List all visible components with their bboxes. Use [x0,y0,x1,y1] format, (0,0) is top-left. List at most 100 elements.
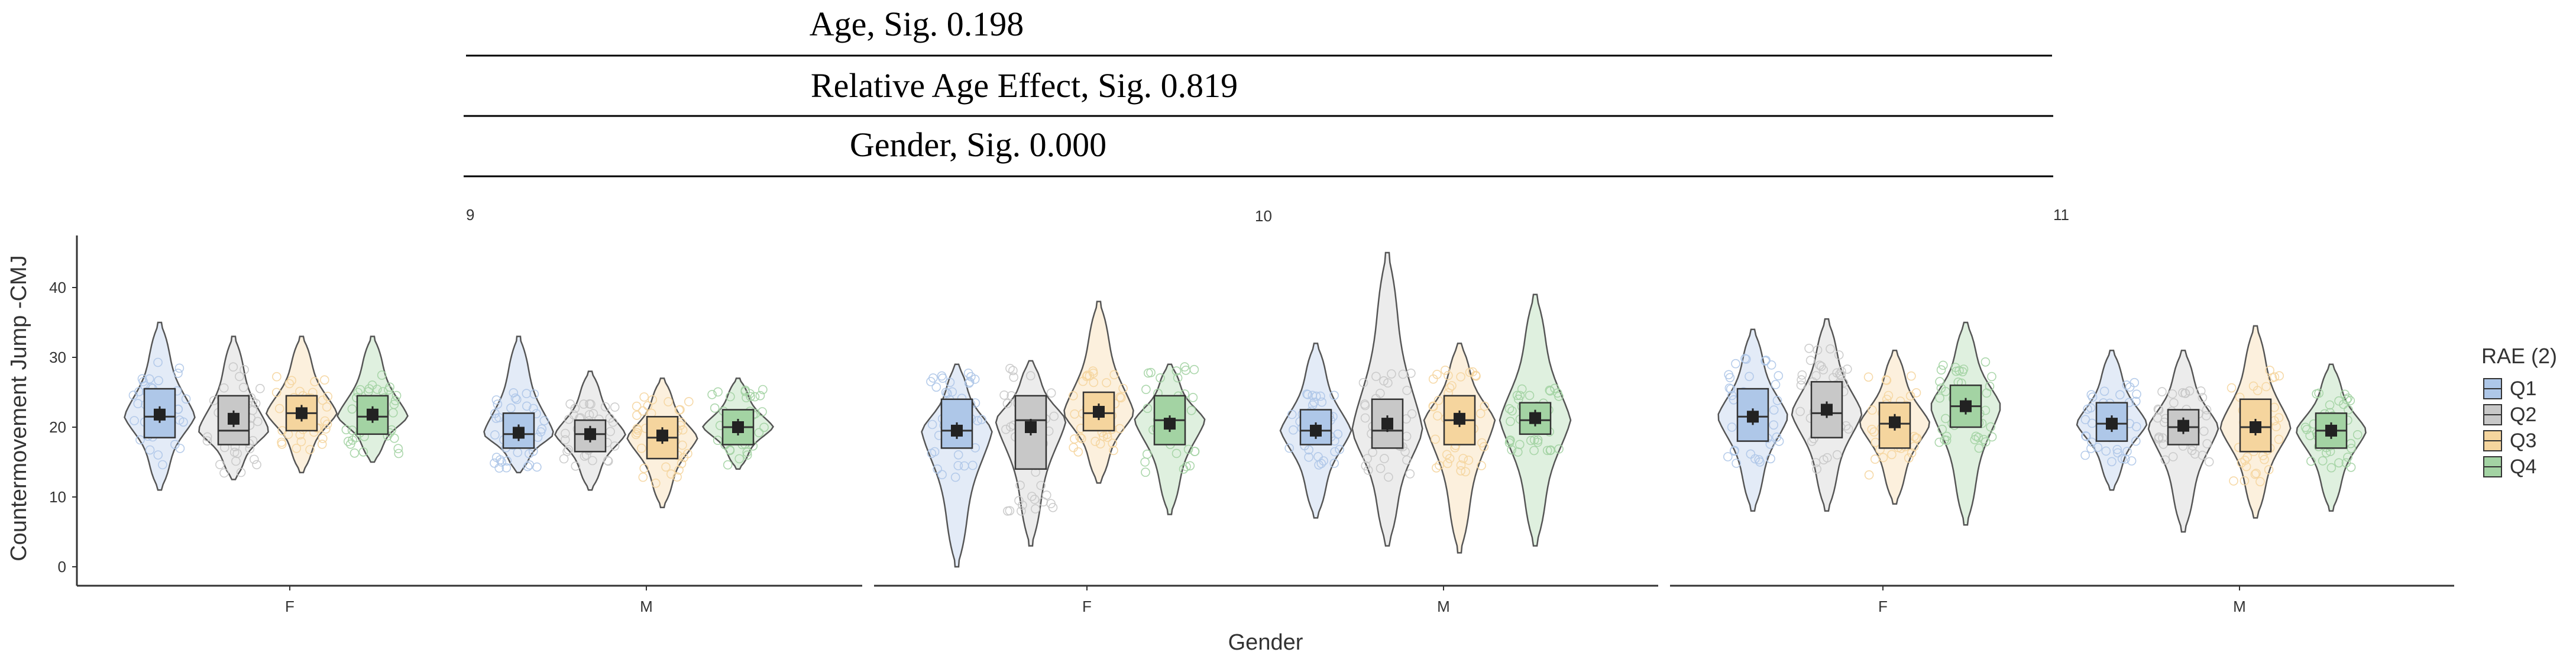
legend-title: RAE (2) [2481,344,2557,368]
data-point [1082,370,1092,380]
data-point [2088,392,2098,402]
data-point [2083,404,2092,414]
violin-10-F-Q4 [1134,362,1206,515]
data-point [2352,430,2363,440]
data-point [2168,452,2178,461]
data-point [318,395,328,405]
data-point [2340,389,2350,399]
data-point [1937,424,1947,434]
data-point [1141,385,1151,395]
data-point [384,385,393,395]
data-point [1036,480,1046,490]
data-point [1772,432,1782,442]
data-point [502,456,512,466]
data-point [588,409,598,419]
data-point [588,456,597,466]
data-point [603,456,613,466]
data-point [2255,477,2265,486]
data-point [1987,372,1996,382]
data-point [1818,365,1828,375]
data-point [490,458,499,468]
data-point [1363,465,1373,475]
data-point [1506,417,1515,427]
data-point [1826,344,1835,354]
mean-marker [154,408,166,421]
data-point [1834,350,1844,360]
data-point [1109,370,1119,380]
data-point [1805,356,1816,365]
data-point [1772,396,1782,405]
data-point [153,450,163,460]
y-tick-label: 10 [49,488,66,506]
data-point [322,402,332,412]
data-point [1360,399,1370,409]
data-point [133,399,143,409]
data-point [710,403,720,413]
data-point [1402,386,1412,395]
data-point [579,399,588,409]
mean-marker [732,421,744,433]
violin-11-F-Q3 [1859,349,1931,505]
data-point [1444,370,1453,380]
mean-marker [1164,418,1176,430]
data-point [1190,447,1200,456]
data-point [1428,401,1438,411]
data-point [950,472,960,482]
data-point [746,392,755,402]
data-point [1031,504,1040,514]
data-point [2198,450,2208,460]
mean-marker [1093,406,1105,418]
data-point [1475,409,1486,418]
data-point [1504,404,1514,414]
legend: RAE (2) Q1 Q2 Q3 Q4 [2481,344,2557,478]
data-point [1042,490,1051,500]
data-point [2132,389,2141,399]
data-point [674,465,684,475]
data-point [1545,386,1555,396]
data-point [1287,409,1297,419]
data-point [1002,399,1012,408]
violin-11-F-Q2 [1791,318,1863,512]
data-point [1442,450,1452,460]
data-point [666,469,676,479]
data-point [953,461,963,470]
data-point [1387,369,1396,379]
data-point [1746,449,1756,459]
data-point [154,376,163,386]
data-point [1980,437,1991,447]
data-point [2093,443,2103,453]
x-axis-title: Gender [1228,630,1303,655]
data-point [343,437,353,446]
mean-marker [2106,418,2118,430]
data-point [2131,396,2141,406]
data-point [510,393,520,403]
data-point [509,388,519,398]
mean-marker [951,424,963,437]
data-point [610,441,620,451]
data-point [153,357,163,367]
x-tick-label: M [2233,598,2246,615]
legend-label-q2: Q2 [2510,403,2536,426]
data-point [235,372,244,382]
data-point [145,445,155,455]
data-point [2202,405,2212,415]
data-point [1542,446,1552,456]
data-point [1008,366,1018,376]
data-point [2178,388,2187,398]
data-point [1078,376,1088,386]
data-point [2253,386,2263,395]
mean-marker [513,427,525,439]
data-point [1987,432,1997,442]
data-point [174,363,185,373]
data-point [1769,420,1778,430]
data-point [571,461,581,471]
mean-marker [1821,403,1833,416]
data-point [1465,367,1475,377]
data-point [1329,459,1339,468]
data-point [927,448,937,459]
data-point [931,382,941,392]
data-point [953,450,963,460]
data-point [1103,432,1112,442]
data-point [1939,360,1948,370]
data-point [1311,391,1321,401]
